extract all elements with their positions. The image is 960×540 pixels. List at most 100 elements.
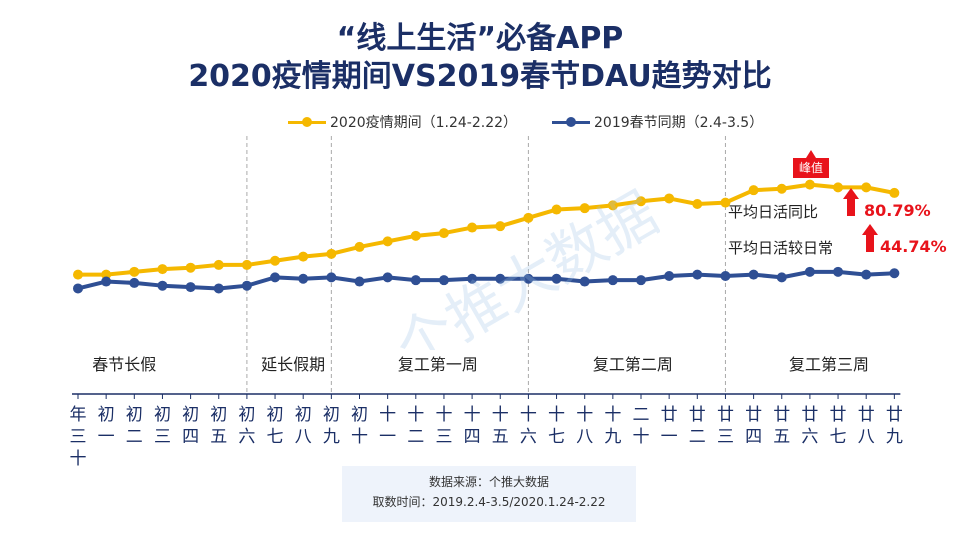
data-point-2019 bbox=[636, 275, 646, 286]
x-tick-label: 廿七 bbox=[830, 405, 847, 447]
up-arrow-icon bbox=[843, 188, 859, 216]
x-tick-label: 廿四 bbox=[745, 405, 762, 447]
period-label: 复工第一周 bbox=[398, 355, 478, 374]
x-tick-label: 廿一 bbox=[661, 405, 678, 447]
data-point-2019 bbox=[101, 276, 112, 287]
data-point-2019 bbox=[326, 272, 337, 283]
data-point-2019 bbox=[467, 273, 478, 284]
data-point-2020 bbox=[213, 259, 224, 270]
x-tick-label: 廿五 bbox=[773, 405, 790, 447]
x-tick-label: 廿九 bbox=[886, 405, 903, 447]
data-point-2019 bbox=[354, 276, 365, 287]
data-point-2020 bbox=[664, 193, 675, 204]
data-point-2020 bbox=[270, 255, 281, 266]
x-tick-label: 初九 bbox=[323, 405, 340, 447]
x-tick-label: 初八 bbox=[295, 405, 312, 447]
period-label: 春节长假 bbox=[92, 355, 156, 374]
data-point-2020 bbox=[776, 183, 787, 194]
data-point-2019 bbox=[270, 272, 281, 283]
data-point-2020 bbox=[241, 259, 252, 270]
data-point-2020 bbox=[185, 262, 196, 273]
data-point-2020 bbox=[720, 197, 731, 208]
data-point-2019 bbox=[410, 275, 421, 286]
data-point-2020 bbox=[579, 203, 590, 214]
x-tick-label: 初五 bbox=[210, 405, 227, 447]
annotation-yoy-label: 平均日活同比 bbox=[728, 203, 819, 221]
data-point-2019 bbox=[382, 272, 393, 283]
data-point-2020 bbox=[101, 269, 112, 280]
data-point-2019 bbox=[438, 275, 449, 286]
data-point-2020 bbox=[833, 182, 844, 193]
data-point-2020 bbox=[692, 199, 703, 209]
data-point-2019 bbox=[185, 282, 196, 293]
data-period-line: 取数时间：2019.2.4-3.5/2020.1.24-2.22 bbox=[372, 495, 606, 509]
legend-swatch-2019 bbox=[552, 113, 590, 131]
data-point-2020 bbox=[607, 200, 618, 211]
data-point-2020 bbox=[129, 266, 140, 277]
x-tick-label: 十五 bbox=[492, 405, 509, 447]
data-point-2020 bbox=[636, 196, 646, 207]
up-arrow-icon bbox=[862, 224, 878, 252]
data-point-2019 bbox=[692, 269, 703, 280]
peak-badge: 峰值 bbox=[793, 150, 829, 178]
period-label: 延长假期 bbox=[261, 355, 325, 374]
x-tick-label: 初六 bbox=[238, 405, 255, 447]
x-tick-label: 初一 bbox=[98, 405, 115, 447]
x-tick-label: 初七 bbox=[267, 405, 284, 447]
data-point-2019 bbox=[551, 273, 562, 284]
x-tick-label: 十一 bbox=[379, 405, 396, 447]
x-tick-label: 初十 bbox=[351, 405, 368, 447]
x-tick-label: 十八 bbox=[576, 405, 593, 447]
data-source-line: 数据来源：个推大数据 bbox=[428, 475, 549, 489]
annotation-daily-label: 平均日活较日常 bbox=[728, 239, 834, 257]
data-point-2019 bbox=[804, 266, 815, 277]
x-tick-label: 十六 bbox=[520, 405, 537, 447]
data-point-2019 bbox=[523, 273, 534, 284]
data-point-2019 bbox=[748, 269, 759, 280]
series-line-2019 bbox=[77, 269, 895, 291]
annotation-daily-value: 44.74% bbox=[880, 237, 947, 256]
x-tick-label: 初二 bbox=[126, 405, 143, 447]
data-point-2020 bbox=[354, 241, 365, 252]
data-point-2020 bbox=[861, 182, 872, 193]
legend-label-2019: 2019春节同期（2.4-3.5） bbox=[594, 115, 764, 131]
data-point-2019 bbox=[607, 275, 618, 286]
x-tick-label: 二十 bbox=[633, 405, 650, 447]
data-point-2019 bbox=[129, 277, 140, 288]
x-tick-label: 廿二 bbox=[689, 405, 706, 447]
title-line-1: “线上生活”必备APP bbox=[336, 21, 624, 56]
x-tick-label: 初三 bbox=[154, 405, 171, 447]
legend-item-2020: 2020疫情期间（1.24-2.22） bbox=[288, 112, 517, 132]
data-point-2020 bbox=[804, 179, 815, 190]
data-point-2019 bbox=[495, 273, 506, 284]
data-point-2020 bbox=[410, 230, 421, 241]
data-point-2019 bbox=[664, 271, 675, 281]
legend-swatch-2020 bbox=[288, 113, 326, 131]
x-tick-label: 十四 bbox=[464, 405, 481, 447]
period-label: 复工第二周 bbox=[593, 355, 673, 374]
data-point-2020 bbox=[438, 228, 449, 239]
data-point-2020 bbox=[73, 269, 83, 280]
title-line-2: 2020疫情期间VS2019春节DAU趋势对比 bbox=[188, 59, 772, 94]
data-point-2019 bbox=[833, 266, 844, 277]
legend-label-2020: 2020疫情期间（1.24-2.22） bbox=[330, 115, 518, 131]
data-point-2020 bbox=[748, 185, 759, 196]
data-point-2019 bbox=[579, 276, 590, 287]
x-tick-label: 十九 bbox=[604, 405, 621, 447]
data-point-2019 bbox=[720, 271, 731, 281]
x-tick-label: 初四 bbox=[182, 405, 199, 447]
data-point-2019 bbox=[861, 269, 872, 280]
data-point-2020 bbox=[157, 264, 168, 275]
data-point-2020 bbox=[889, 187, 900, 198]
x-tick-label: 廿六 bbox=[801, 405, 818, 447]
data-point-2020 bbox=[523, 212, 534, 223]
data-point-2020 bbox=[382, 236, 393, 247]
x-tick-label: 十二 bbox=[407, 405, 424, 447]
data-point-2020 bbox=[326, 248, 337, 259]
period-label: 复工第三周 bbox=[789, 355, 869, 374]
x-tick-label: 廿八 bbox=[858, 405, 875, 447]
data-point-2020 bbox=[551, 204, 562, 215]
legend-item-2019: 2019春节同期（2.4-3.5） bbox=[552, 112, 763, 132]
data-point-2020 bbox=[467, 222, 478, 233]
